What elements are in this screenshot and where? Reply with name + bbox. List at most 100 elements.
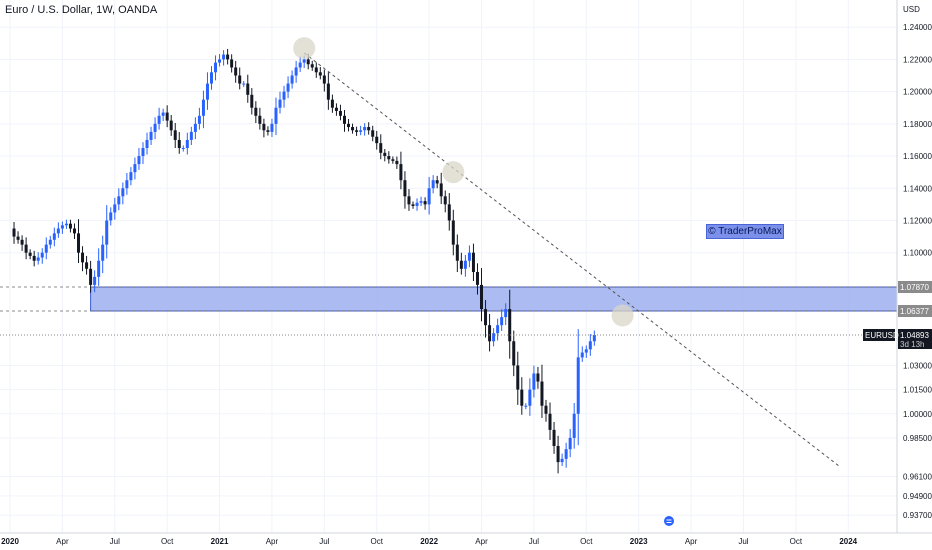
candle [399,151,403,190]
price-tick-label: 1.01500 [903,386,932,395]
price-tick-label: 1.20000 [903,88,932,97]
candle-body [443,196,447,205]
candle-body [395,160,399,165]
candle [496,318,500,341]
candle-body [310,64,314,68]
candle [169,114,173,136]
touch-point-circle [611,304,634,327]
time-tick-label: Apr [475,537,488,546]
candle [532,365,536,398]
candle-body [64,223,68,226]
candle [145,132,149,155]
candle [540,364,544,418]
flag-icon[interactable] [664,516,674,526]
candle-body [387,156,391,160]
candle [298,56,302,72]
candle [60,221,64,234]
candle-body [359,130,363,132]
candle-body [564,449,568,459]
zone-low-tag-text: 1.06377 [900,307,929,316]
candle-body [197,115,201,124]
candle-body [101,244,105,261]
candle-body [528,389,532,406]
trendline [303,52,841,468]
candle-body [157,115,161,124]
time-tick-label: Apr [266,537,279,546]
candle-body [141,147,145,157]
time-tick-label: 2022 [420,537,438,546]
candle-body [294,67,298,76]
candle [89,260,93,293]
candle-body [524,405,528,407]
candle-body [161,112,165,116]
candle [294,60,298,83]
candle-body [455,244,459,261]
candle-body [463,260,467,269]
current-countdown: 3d 13h [900,340,924,349]
candle-body [516,365,520,390]
candle [44,237,48,260]
candle-body [347,123,351,128]
candle [254,101,258,124]
candle [371,125,375,142]
candle-body [532,373,536,390]
candle [137,148,141,170]
zone-high-tag-text: 1.07870 [900,283,929,292]
candle [129,167,133,186]
candle [85,255,89,275]
candle-body [68,223,72,229]
time-tick-label: Apr [56,537,69,546]
candle-body [480,284,484,310]
candle [342,109,346,132]
candle-body [459,260,463,269]
candle [484,300,488,338]
candle [383,148,387,162]
price-tick-label: 0.93700 [903,511,932,520]
candle-body [133,164,137,173]
candle [520,377,524,415]
candle [395,156,399,169]
price-tick-label: 1.22000 [903,55,932,64]
candle [338,104,342,121]
candle-body [435,180,439,184]
candle-body [451,220,455,245]
candle-body [318,72,322,76]
candle-body [592,335,596,342]
candle-body [544,405,548,414]
candle-body [105,220,109,245]
candle [451,209,455,256]
time-tick-label: 2021 [211,537,229,546]
current-price-value: 1.04893 [900,331,929,340]
candle [326,72,330,110]
candle-body [399,164,403,181]
candle [560,453,564,466]
candle-body [383,152,387,157]
candle-body [351,127,355,131]
time-tick-label: Jul [529,537,539,546]
candle-body [475,272,479,285]
candle [282,85,286,108]
candle [435,175,439,189]
candle [157,107,161,130]
candle-body [500,317,504,326]
candle [588,334,592,356]
candle [278,91,282,114]
candle [274,97,278,136]
time-tick-label: Oct [371,537,384,546]
time-tick-label: 2020 [1,537,19,546]
candle-body [355,130,359,132]
candle-body [471,252,475,273]
candle-body [109,212,113,221]
time-tick-label: Apr [685,537,698,546]
candle [528,378,532,416]
candle-body [193,123,197,132]
candle-body [32,255,36,261]
candle-body [504,309,508,318]
touch-points [293,37,634,327]
grid [0,0,897,533]
candle-body [286,83,290,92]
candle [97,248,101,286]
candle-body [24,244,28,253]
candle [552,421,556,454]
